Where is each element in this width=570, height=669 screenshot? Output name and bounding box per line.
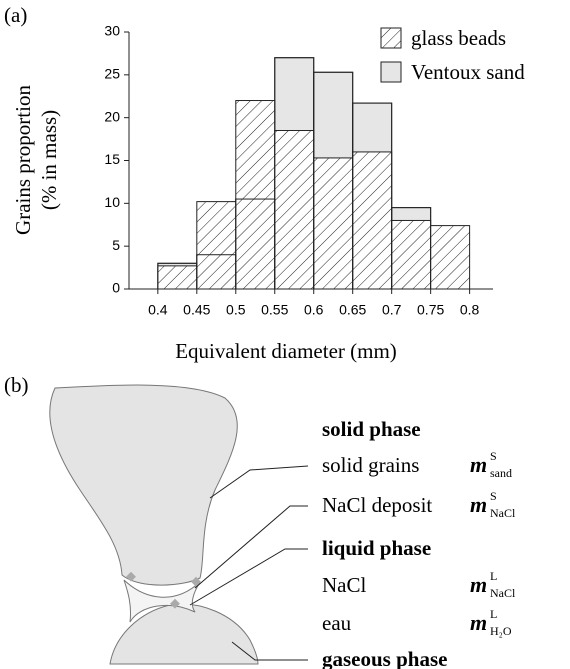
legend-label: Ventoux sand [411, 60, 525, 84]
x-tick-label: 0.45 [183, 302, 210, 318]
bar [313, 157, 354, 290]
chart: 0 5 10 15 20 25 30 0.4 0.45 0.5 0.55 0.6 0.65 0.7 0.75… [104, 23, 525, 318]
x-tick-label: 0.7 [382, 302, 402, 318]
phase-component: NaCl [322, 573, 366, 597]
panel-label: (a) [4, 3, 27, 27]
bar [430, 225, 471, 290]
y-tick-label: 10 [104, 194, 120, 210]
x-tick-label: 0.75 [417, 302, 444, 318]
symbol: m [470, 572, 487, 597]
x-tick-label: 0.6 [304, 302, 324, 318]
bar [391, 219, 432, 290]
y-tick-label: 25 [104, 66, 120, 82]
phase-heading: solid phase [322, 417, 421, 441]
bar [235, 100, 276, 290]
symbol: m [470, 492, 487, 517]
symbol-sub: H₂O [490, 624, 512, 638]
y-axis-label: Grains proportion [11, 85, 35, 235]
bar [196, 201, 237, 290]
phase-heading: gaseous phase [322, 647, 447, 669]
leader-lines [189, 465, 309, 661]
symbol-sup: L [490, 607, 497, 621]
symbol-sub: NaCl [490, 586, 516, 600]
panel-label: (b) [4, 373, 29, 397]
legend-swatch [380, 27, 402, 49]
y-tick-label: 30 [104, 23, 120, 39]
x-tick-label: 0.4 [148, 302, 168, 318]
y-tick-label: 5 [112, 237, 120, 253]
phase-component: eau [322, 611, 352, 635]
x-tick-label: 0.55 [261, 302, 288, 318]
y-tick-label: 15 [104, 151, 120, 167]
symbol-sup: L [490, 569, 497, 583]
bar [274, 130, 315, 290]
symbol-sub: NaCl [490, 506, 516, 520]
symbol-sup: S [490, 489, 497, 503]
x-tick-label: 0.5 [226, 302, 246, 318]
legend-label: glass beads [411, 26, 506, 50]
symbol: m [470, 452, 487, 477]
y-axis-label: (% in mass) [37, 110, 61, 210]
phase-component: NaCl deposit [322, 493, 432, 517]
bar [157, 265, 198, 290]
bar [352, 151, 393, 290]
symbol-sub: sand [490, 466, 512, 480]
x-axis-label: Equivalent diameter (mm) [175, 339, 397, 363]
symbol: m [470, 610, 487, 635]
x-tick-label: 0.65 [339, 302, 366, 318]
phase-component: solid grains [322, 453, 419, 477]
symbol-sup: S [490, 449, 497, 463]
legend-swatch [380, 61, 402, 83]
y-tick-label: 0 [112, 280, 120, 296]
x-tick-label: 0.8 [460, 302, 480, 318]
y-tick-label: 20 [104, 108, 120, 124]
grain-sketch [49, 384, 259, 665]
phase-heading: liquid phase [322, 536, 431, 560]
